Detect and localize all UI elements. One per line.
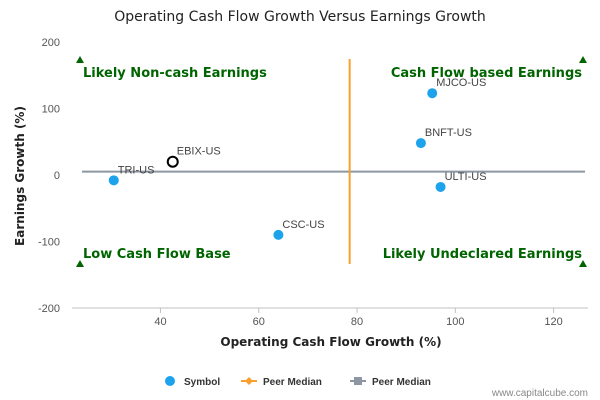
x-tick-label: 40 xyxy=(154,316,166,328)
quadrant-label-top-right: Cash Flow based Earnings xyxy=(391,66,582,81)
quadrant-label-bottom-left: Low Cash Flow Base xyxy=(83,247,231,262)
quadrant-corner-marker xyxy=(579,56,587,63)
data-point-bnft-us xyxy=(415,138,426,149)
data-point-mjco-us xyxy=(427,88,438,99)
y-tick-label: 100 xyxy=(42,104,60,116)
data-label-bnft-us: BNFT-US xyxy=(425,127,472,139)
legend-label-2: Peer Median xyxy=(372,377,431,388)
legend: Symbol Peer Median Peer Median xyxy=(165,376,431,388)
y-tick-label: -100 xyxy=(38,237,60,249)
legend-marker-diamond xyxy=(245,377,253,385)
y-tick-label: 200 xyxy=(42,37,60,49)
quadrant-corner-marker xyxy=(76,260,84,267)
data-label-tri-us: TRI-US xyxy=(118,164,155,176)
data-label-ulti-us: ULTI-US xyxy=(445,171,487,183)
chart-title: Operating Cash Flow Growth Versus Earnin… xyxy=(114,9,486,25)
legend-label-1: Peer Median xyxy=(263,377,322,388)
data-point-tri-us xyxy=(108,175,119,186)
quadrant-label-bottom-right: Likely Undeclared Earnings xyxy=(383,247,583,262)
data-label-csc-us: CSC-US xyxy=(282,219,324,231)
y-axis-label: Earnings Growth (%) xyxy=(13,106,27,246)
data-point-csc-us xyxy=(273,229,284,240)
quadrant-label-top-left: Likely Non-cash Earnings xyxy=(83,66,267,81)
x-tick-label: 100 xyxy=(446,316,464,328)
x-axis-label: Operating Cash Flow Growth (%) xyxy=(220,335,441,349)
data-point-ebix-us xyxy=(166,155,179,168)
x-tick-label: 60 xyxy=(253,316,265,328)
quadrant-corner-marker xyxy=(76,56,84,63)
legend-label-0: Symbol xyxy=(184,377,220,388)
y-tick-label: 0 xyxy=(54,170,60,182)
legend-marker-square xyxy=(354,377,362,385)
x-tick-label: 80 xyxy=(351,316,363,328)
y-tick-label: -200 xyxy=(38,303,60,315)
plot-area: 40 60 80 100 120 200 100 0 -100 -200 Likely Non-ca… xyxy=(38,37,588,328)
x-tick-label: 120 xyxy=(544,316,562,328)
data-point-ulti-us xyxy=(435,181,446,192)
data-label-ebix-us: EBIX-US xyxy=(177,146,221,158)
credit-text: www.capitalcube.com xyxy=(491,388,588,399)
legend-marker-symbol xyxy=(165,376,175,386)
data-label-mjco-us: MJCO-US xyxy=(436,77,486,89)
quadrant-corner-marker xyxy=(579,260,587,267)
